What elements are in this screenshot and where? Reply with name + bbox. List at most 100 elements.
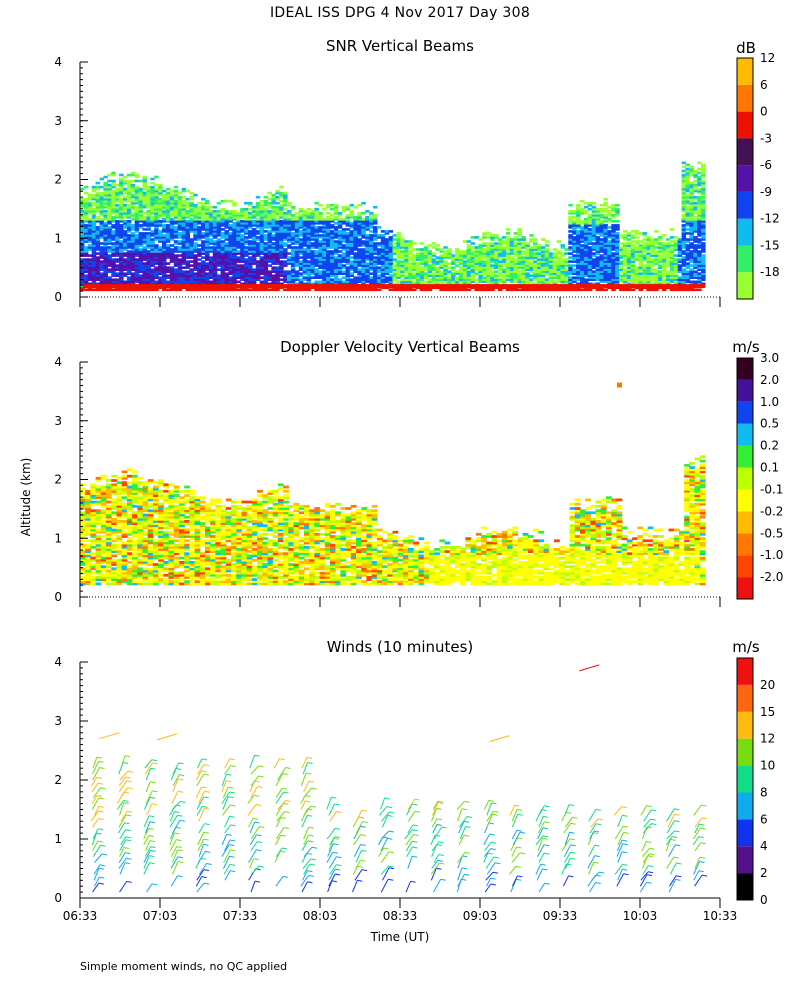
snr-cell [95,248,101,251]
snr-cell [134,179,140,183]
snr-cell [205,256,210,259]
snr-cell [466,272,472,275]
snr-cell [478,266,483,269]
snr-cell [126,224,132,227]
snr-cell [126,280,132,284]
snr-cell [408,266,413,269]
snr-cell [408,274,413,277]
snr-cell [306,280,312,284]
snr-cell [415,248,421,251]
snr-cell [154,280,159,284]
snr-cell [478,252,483,255]
snr-cell [642,242,647,245]
snr-cell [333,244,339,247]
snr-cell [154,191,159,195]
snr-cell [439,254,444,257]
snr-cell [205,216,210,219]
snr-cell [568,210,573,213]
snr-cell [123,197,128,201]
snr-cell [220,288,226,292]
snr-cell [400,280,405,284]
snr-cell [255,242,261,245]
snr-cell [244,226,249,229]
snr-cell [310,210,315,213]
snr-cell [318,246,323,249]
snr-cell [126,205,132,209]
snr-cell [134,226,140,229]
snr-cell [634,270,640,273]
snr-cell [271,266,276,269]
snr-cell [162,262,167,265]
snr-cell [408,280,413,284]
snr-cell [326,278,331,281]
snr-cell [150,270,155,273]
snr-cell [326,246,331,249]
snr-cell [408,252,413,255]
snr-cell [201,266,206,269]
snr-cell [513,264,519,267]
snr-cell [466,256,472,259]
snr-cell [462,270,468,273]
snr-cell [111,224,116,227]
snr-cell [630,272,636,275]
snr-cell [119,276,124,279]
snr-cell [169,226,175,229]
snr-cell [306,226,312,229]
snr-cell [255,274,261,277]
snr-cell [205,232,210,235]
snr-cell [275,282,280,286]
snr-cell [337,268,343,271]
snr-cell [177,240,183,243]
snr-cell [451,276,456,279]
snr-cell [87,203,93,207]
snr-cell [271,244,276,247]
snr-cell [248,282,253,286]
snr-cell [455,282,460,286]
snr-cell [353,240,358,243]
snr-cell [302,256,308,259]
snr-cell [396,270,401,273]
snr-cell [423,268,429,271]
snr-cell [517,238,522,241]
snr-cell [353,228,358,231]
snr-cell [255,214,261,217]
snr-cell [283,242,288,245]
snr-cell [216,274,222,277]
snr-cell [248,266,253,269]
snr-cell [302,252,308,255]
snr-cell [115,220,120,223]
snr-cell [501,248,507,251]
snr-cell [275,226,280,229]
snr-cell [119,199,124,203]
snr-cell [248,258,253,261]
snr-cell [165,252,171,255]
snr-cell [158,250,163,253]
snr-cell [427,272,433,275]
snr-cell [580,278,585,281]
snr-cell [169,210,175,213]
snr-cell [415,278,421,281]
snr-cell [236,244,241,247]
snr-cell [369,226,374,229]
snr-cell [525,254,530,257]
snr-cell [103,199,108,203]
snr-cell [208,272,214,275]
snr-cell [232,203,237,207]
snr-cell [673,244,679,247]
snr-cell [208,234,214,237]
snr-cell [548,280,554,284]
snr-cell [470,260,476,263]
snr-cell [298,214,304,217]
snr-cell [400,242,405,245]
snr-cell [287,260,292,263]
snr-cell [349,212,354,215]
snr-cell [330,240,335,243]
snr-cell [134,266,140,269]
snr-cell [540,252,546,255]
snr-cell [298,266,304,269]
snr-cell [169,276,175,279]
snr-cell [611,282,616,286]
snr-cell [310,230,315,233]
snr-cell [552,254,558,257]
snr-cell [103,246,108,249]
